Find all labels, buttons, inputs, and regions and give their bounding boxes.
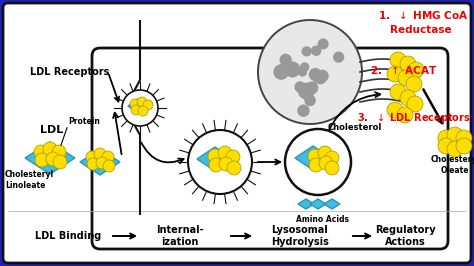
Circle shape [406,76,422,92]
Circle shape [102,151,114,163]
Circle shape [447,127,463,143]
Circle shape [188,130,252,194]
Circle shape [284,61,301,77]
Circle shape [319,156,333,170]
Text: Lysosomal
Hydrolysis: Lysosomal Hydrolysis [271,225,329,247]
Circle shape [408,62,424,78]
Circle shape [304,95,316,106]
Text: Internal-
ization: Internal- ization [156,225,204,247]
Polygon shape [80,149,120,175]
Circle shape [407,96,423,112]
Text: LDL: LDL [40,125,63,135]
Circle shape [52,145,66,159]
Circle shape [96,157,108,169]
Circle shape [122,90,158,126]
Circle shape [103,160,115,172]
Circle shape [447,141,463,157]
Circle shape [226,150,240,164]
Text: 1.  $\downarrow$ HMG CoA: 1. $\downarrow$ HMG CoA [378,10,469,20]
Text: 3.  $\downarrow$ LDL Receptors: 3. $\downarrow$ LDL Receptors [357,111,471,125]
Text: 2.  $\uparrow$ ACAT: 2. $\uparrow$ ACAT [370,64,438,76]
Circle shape [300,62,310,72]
Polygon shape [128,99,148,113]
Circle shape [400,90,416,106]
Polygon shape [197,147,233,171]
Circle shape [53,155,67,169]
Text: Cholesterol: Cholesterol [328,123,382,132]
Polygon shape [295,146,331,170]
Circle shape [258,20,362,124]
Circle shape [390,84,406,100]
Text: Cholesteryl
Oleate: Cholesteryl Oleate [430,155,474,175]
Text: Cholesteryl
Linoleate: Cholesteryl Linoleate [5,170,54,190]
Circle shape [333,51,344,63]
Circle shape [298,83,315,99]
Circle shape [86,151,98,163]
Text: Reductase: Reductase [390,25,452,35]
Circle shape [456,138,472,154]
Polygon shape [298,199,314,209]
Circle shape [325,151,339,165]
Circle shape [131,105,141,115]
Polygon shape [324,199,340,209]
Circle shape [143,100,153,110]
Circle shape [311,45,321,56]
Circle shape [312,71,324,83]
Circle shape [208,149,222,163]
Circle shape [219,157,233,171]
Circle shape [130,99,140,109]
Circle shape [438,138,454,154]
Text: Protein: Protein [68,118,100,127]
Circle shape [280,54,292,66]
Circle shape [285,129,351,195]
Circle shape [387,66,403,82]
Circle shape [35,153,49,167]
Circle shape [305,81,319,94]
Circle shape [315,73,326,84]
Circle shape [387,102,403,118]
Circle shape [318,38,328,49]
Circle shape [298,68,307,77]
Circle shape [94,148,106,160]
Polygon shape [310,199,326,209]
Circle shape [309,158,323,172]
Circle shape [390,52,406,68]
Circle shape [209,158,223,172]
Circle shape [397,107,413,123]
Circle shape [301,46,312,57]
Circle shape [227,161,241,175]
Circle shape [309,68,322,81]
Circle shape [398,70,414,86]
FancyBboxPatch shape [3,3,471,263]
Text: LDL Binding: LDL Binding [35,231,101,241]
Text: Regulatory
Actions: Regulatory Actions [374,225,435,247]
Text: LDL Receptors: LDL Receptors [30,67,109,77]
Circle shape [137,97,147,107]
Circle shape [294,81,306,93]
Circle shape [438,130,454,146]
Circle shape [297,105,310,117]
Circle shape [325,161,339,175]
Circle shape [218,146,232,160]
Circle shape [43,142,57,156]
Circle shape [138,106,148,116]
Circle shape [456,130,472,146]
Circle shape [87,158,99,170]
Circle shape [34,145,48,159]
Circle shape [46,152,60,166]
Text: Amino Acids: Amino Acids [297,214,349,223]
Polygon shape [25,142,75,174]
Circle shape [308,149,322,163]
Circle shape [273,64,289,80]
Circle shape [318,146,332,160]
Circle shape [400,56,416,72]
Circle shape [316,70,328,82]
